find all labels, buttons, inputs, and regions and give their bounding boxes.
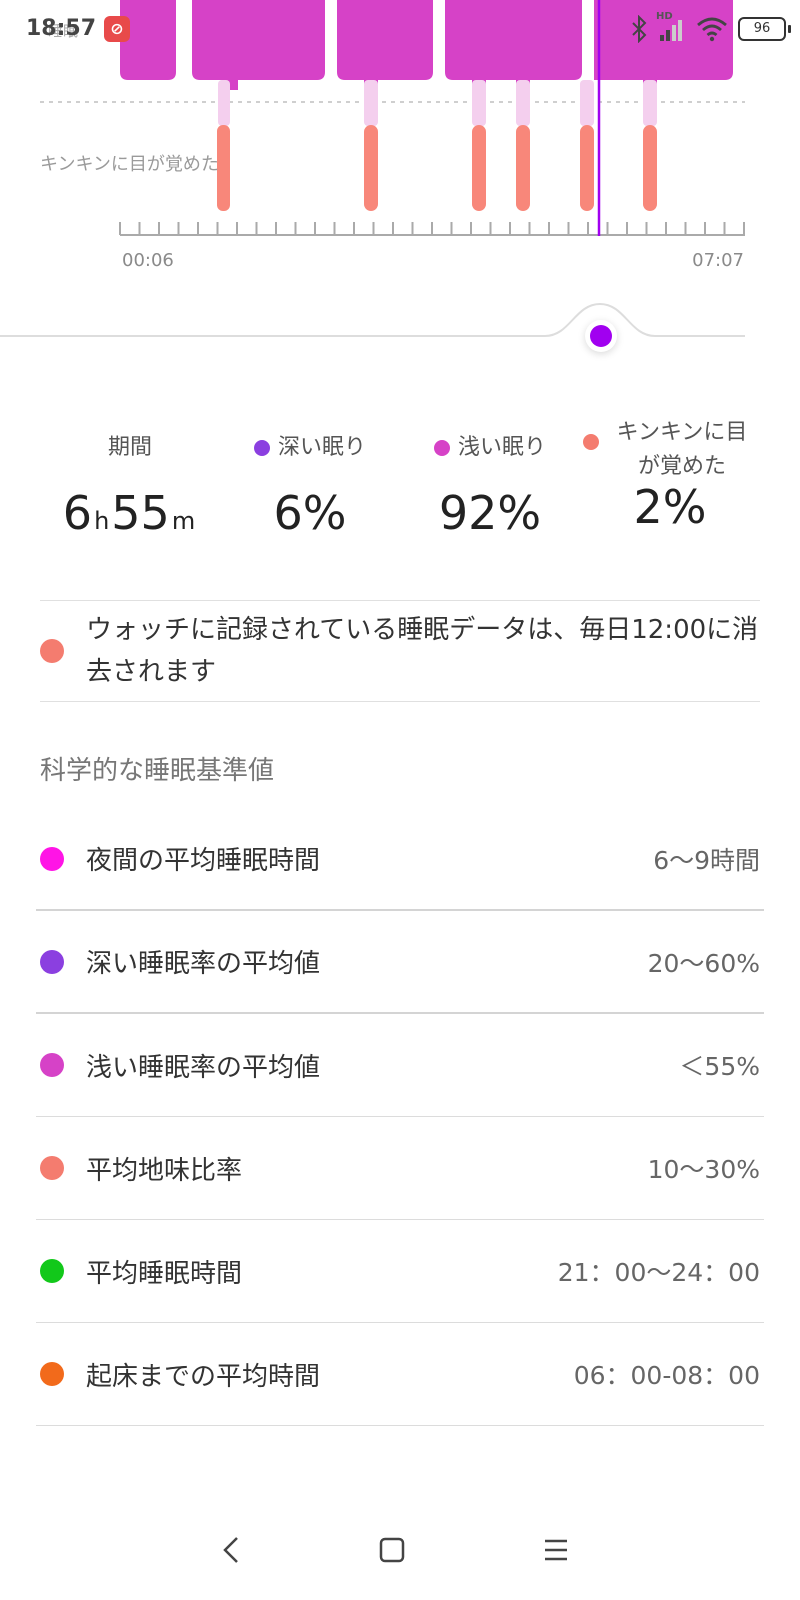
awake-axis-label: キンキンに目が覚めた (40, 154, 219, 175)
reference-value: 10～30% (647, 1155, 760, 1184)
reference-list: 夜間の平均睡眠時間 6～9時間深い睡眠率の平均値 20～60% 浅い睡眠率の平均値 ＜5… (36, 808, 764, 1426)
hd-label: HD (656, 11, 673, 22)
bluetooth-icon (632, 15, 647, 43)
reference-row: 起床までの平均時間 06：00-08：00 (36, 1323, 764, 1426)
reference-dot (40, 846, 64, 871)
data-retention-notice: ウォッチに記録されている睡眠データは、毎日12:00に消去されます (40, 600, 760, 702)
reference-row: 夜間の平均睡眠時間 6～9時間 (36, 808, 764, 911)
notice-text: ウォッチに記録されている睡眠データは、毎日12:00に消去されます (86, 615, 759, 687)
awake-value: 2% (633, 480, 707, 534)
reference-label: 起床までの平均時間 (86, 1361, 321, 1392)
deep-label: 深い眠り (277, 435, 366, 460)
light-label: 浅い眠り (457, 435, 546, 460)
reference-heading: 科学的な睡眠基準値 (40, 756, 275, 786)
awake-dot (583, 434, 599, 450)
stat-awake: キンキンに目が覚めた 2% (580, 420, 760, 550)
reference-label: 深い睡眠率の平均値 (86, 949, 321, 979)
menu-icon[interactable] (536, 1530, 576, 1570)
status-time: 18:57 (26, 16, 97, 41)
reference-row: 平均地味比率 10～30% (36, 1117, 764, 1220)
reference-label: 平均睡眠時間 (86, 1258, 243, 1289)
scrubber-handle[interactable] (585, 320, 617, 352)
chart-start-time: 00:06 (122, 250, 174, 271)
stat-deep: 深い眠り 6% (220, 420, 400, 550)
stat-light: 浅い眠り 92% (400, 420, 580, 550)
reference-dot (40, 1156, 64, 1180)
battery-icon: 96 (738, 17, 791, 41)
reference-value: 6～9時間 (653, 845, 760, 875)
reference-value: ＜55% (679, 1052, 760, 1081)
reference-dot (40, 949, 64, 974)
app-notification-icon: ⊘ (104, 16, 130, 42)
reference-label: 夜間の平均睡眠時間 (86, 846, 321, 876)
light-sleep-blocks (120, 0, 733, 90)
reference-value: 06：00-08：00 (573, 1361, 760, 1390)
deep-sleep-dot (253, 440, 270, 456)
awake-label: キンキンに目が覚めた (616, 420, 748, 479)
light-value: 92% (438, 486, 542, 540)
reference-row: 浅い睡眠率の平均値 ＜55% (36, 1014, 764, 1117)
cell-signal-icon: HD (656, 11, 686, 43)
reference-label: 平均地味比率 (86, 1155, 243, 1186)
scrubber-track[interactable] (0, 302, 745, 337)
reference-dot (40, 1259, 64, 1283)
sleep-summary: 期間 6h55m 深い眠り 6% 浅い眠り 92% キンキンに目が覚めた 2% (40, 420, 760, 550)
light-sleep-dot (433, 440, 450, 456)
notice-dot (40, 639, 64, 663)
duration-label: 期間 (107, 435, 152, 460)
reference-dot (40, 1362, 64, 1386)
awake-bars (217, 125, 657, 211)
wifi-icon (697, 17, 727, 42)
sleep-stage-graph (0, 0, 745, 337)
stat-duration: 期間 6h55m (40, 420, 220, 550)
status-bar: 睡眠 18:57 ⊘ HD 96 (0, 0, 800, 60)
duration-value: 6h55m (62, 486, 196, 540)
time-axis (119, 222, 745, 236)
reference-value: 21：00～24：00 (557, 1258, 760, 1287)
transition-stems (218, 80, 657, 126)
reference-row: 深い睡眠率の平均値 20～60% (36, 911, 764, 1014)
scrubber-dot (590, 325, 612, 347)
reference-label: 浅い睡眠率の平均値 (86, 1052, 321, 1083)
sleep-chart: キンキンに目が覚めた 00:06 07:07 (0, 0, 800, 380)
reference-row: 平均睡眠時間 21：00～24：00 (36, 1220, 764, 1323)
status-icons: HD 96 (630, 11, 791, 44)
reference-dot (40, 1053, 64, 1077)
chart-end-time: 07:07 (692, 250, 744, 271)
back-icon[interactable] (212, 1530, 252, 1570)
deep-value: 6% (273, 486, 347, 540)
app-title-ghost: 睡眠 (48, 22, 79, 40)
reference-value: 20～60% (647, 948, 760, 978)
system-nav-bar (0, 1500, 800, 1600)
home-icon[interactable] (372, 1530, 412, 1570)
